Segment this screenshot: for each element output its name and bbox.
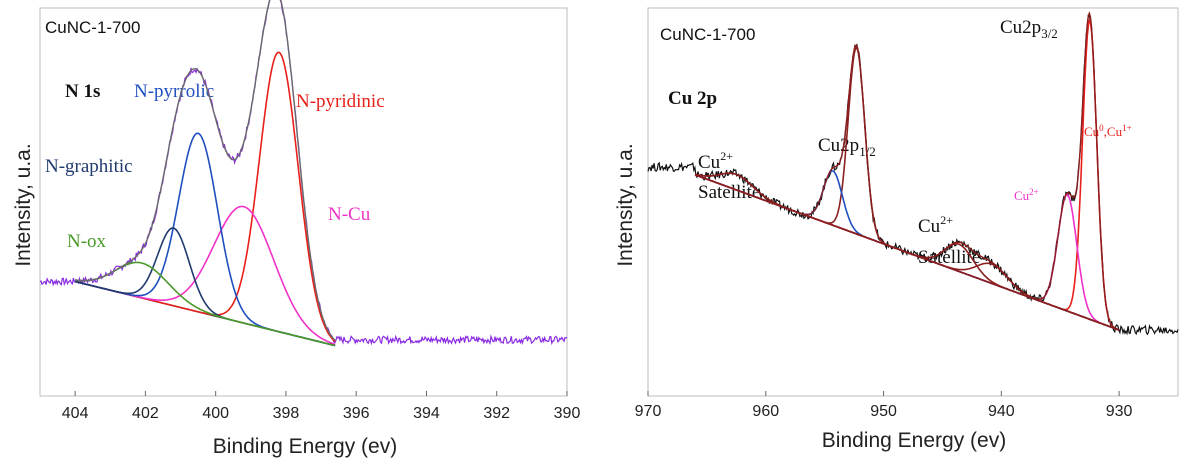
series-n-graphitic xyxy=(75,228,335,346)
x-tick-label: 400 xyxy=(202,405,229,422)
x-tick-label: 398 xyxy=(273,405,300,422)
y-axis-title: Intensity, u.a. xyxy=(614,143,637,266)
y-axis-title: Intensity, u.a. xyxy=(12,143,35,266)
x-tick-label: 392 xyxy=(483,405,510,422)
label-cu2-plus: Cu2+ xyxy=(1014,187,1039,203)
x-tick-label: 404 xyxy=(62,405,89,422)
x-tick-label: 930 xyxy=(1106,403,1133,420)
series-n-cu xyxy=(75,206,335,344)
curves xyxy=(648,13,1178,334)
x-axis-title: Binding Energy (ev) xyxy=(822,429,1006,452)
sample-label: CuNC-1-700 xyxy=(660,25,755,44)
label-cu0-cu1plus: Cu0,Cu1+ xyxy=(1084,123,1132,139)
peak-label-n-pyrrolic: N-pyrrolic xyxy=(134,81,214,102)
peak-label-n-cu: N-Cu xyxy=(328,204,371,225)
series-cu0-cu1- xyxy=(695,21,1119,330)
peak-label-n-graphitic: N-graphitic xyxy=(45,156,133,177)
label-cu2-satellite-left: Cu2+ xyxy=(698,149,733,173)
fit-envelope xyxy=(695,13,1119,330)
x-tick-label: 940 xyxy=(988,403,1015,420)
peak-label-n-pyridinic: N-pyridinic xyxy=(296,91,385,112)
x-tick-label: 950 xyxy=(870,403,897,420)
panel-n1s: CuNC-1-700 N 1s N-pyrrolic N-pyridinic N… xyxy=(12,0,580,458)
panel-cu2p: CuNC-1-700 Cu 2p Cu2p3/2 Cu2p1/2 Cu2+ Sa… xyxy=(614,8,1178,452)
region-label: N 1s xyxy=(65,81,100,102)
region-label: Cu 2p xyxy=(668,88,717,109)
x-axis-title: Binding Energy (ev) xyxy=(213,435,397,458)
label-cu2-satellite-right: Cu2+ xyxy=(918,213,953,237)
x-tick-label: 390 xyxy=(554,405,581,422)
x-tick-label: 970 xyxy=(635,403,662,420)
x-ticks: 970 960 950 940 930 xyxy=(635,391,1133,420)
peak-label-n-ox: N-ox xyxy=(67,231,107,252)
x-tick-label: 402 xyxy=(132,405,159,422)
sample-label: CuNC-1-700 xyxy=(45,18,140,37)
x-tick-label: 394 xyxy=(413,405,440,422)
label-cu2p3-2: Cu2p3/2 xyxy=(1000,17,1058,41)
x-tick-label: 960 xyxy=(752,403,779,420)
x-tick-label: 396 xyxy=(343,405,370,422)
